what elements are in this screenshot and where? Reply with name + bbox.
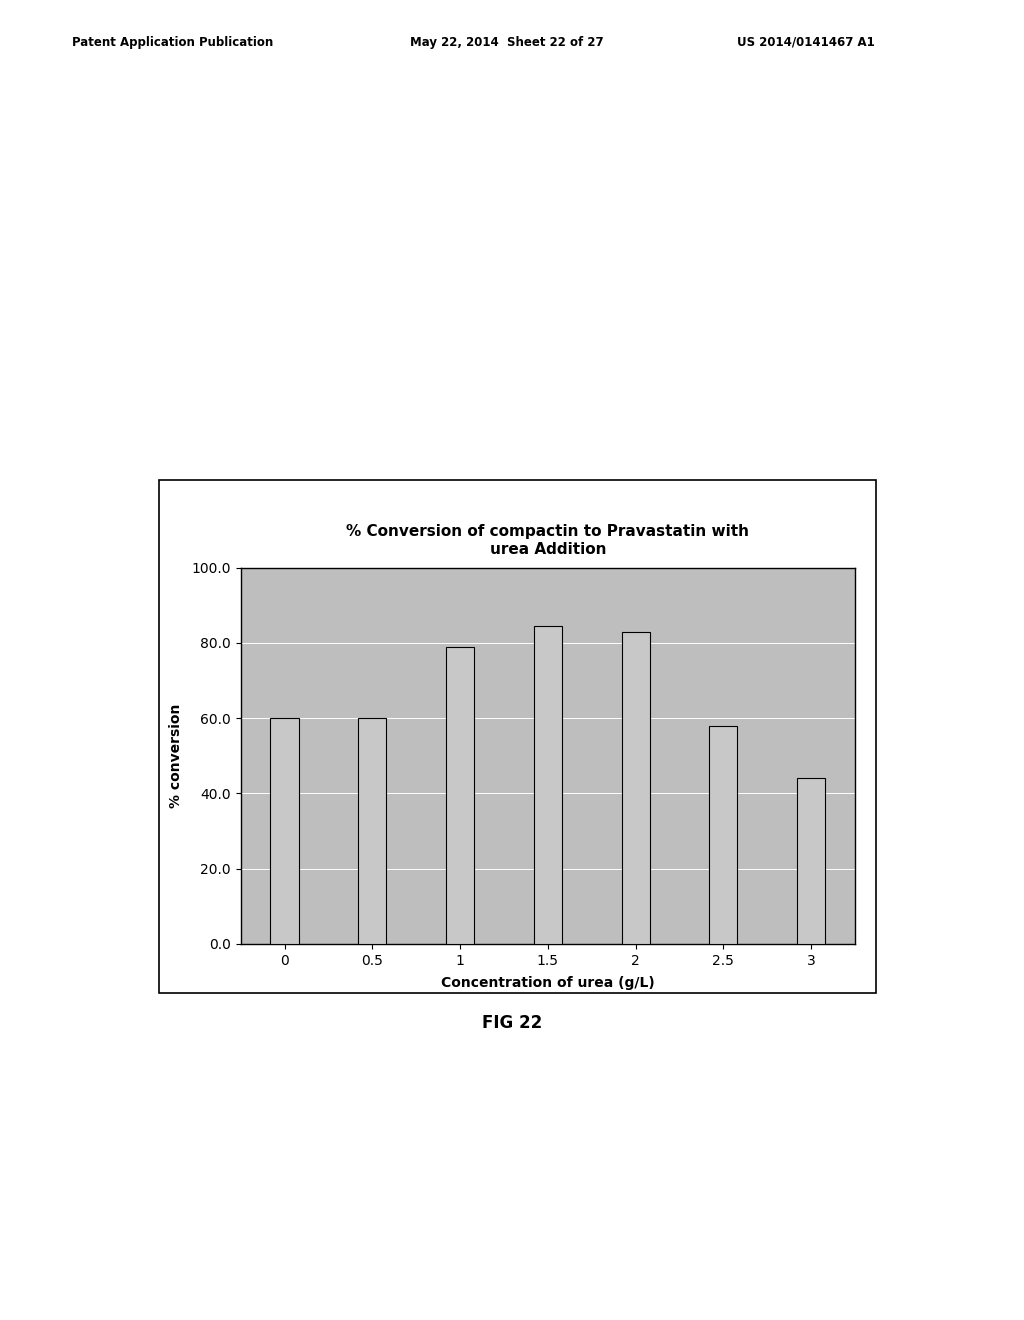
Bar xyxy=(710,726,737,944)
Text: FIG 22: FIG 22 xyxy=(482,1014,542,1032)
Text: US 2014/0141467 A1: US 2014/0141467 A1 xyxy=(737,36,876,49)
Text: Patent Application Publication: Patent Application Publication xyxy=(72,36,273,49)
Bar xyxy=(622,631,649,944)
Title: % Conversion of compactin to Pravastatin with
urea Addition: % Conversion of compactin to Pravastatin… xyxy=(346,524,750,557)
X-axis label: Concentration of urea (g/L): Concentration of urea (g/L) xyxy=(441,975,654,990)
Bar xyxy=(358,718,386,944)
Bar xyxy=(797,779,825,944)
Bar xyxy=(446,647,474,944)
Text: May 22, 2014  Sheet 22 of 27: May 22, 2014 Sheet 22 of 27 xyxy=(410,36,603,49)
Y-axis label: % conversion: % conversion xyxy=(169,704,183,808)
Bar xyxy=(534,626,562,944)
Bar xyxy=(270,718,299,944)
